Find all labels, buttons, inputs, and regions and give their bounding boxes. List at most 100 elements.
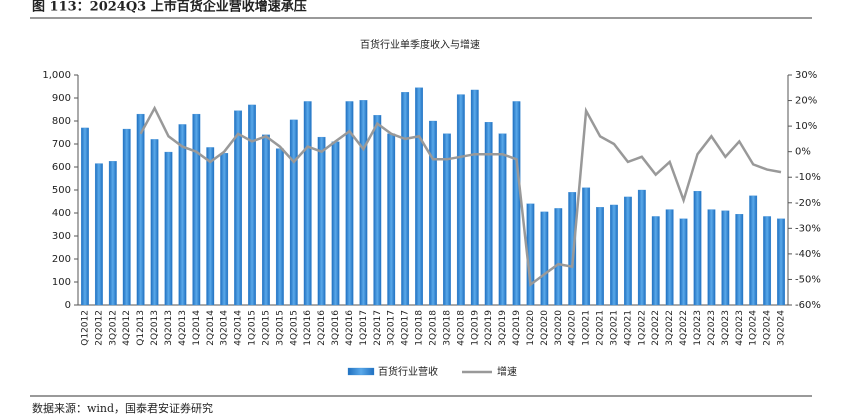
bar	[512, 101, 521, 306]
y2-tick-label: -10%	[795, 172, 821, 183]
page-title: 图 113：2024Q3 上市百货企业营收增速承压	[32, 0, 307, 15]
bar	[108, 161, 117, 306]
y-tick-label: 1,000	[42, 70, 71, 81]
y2-tick-label: -60%	[795, 300, 821, 311]
bar	[763, 216, 772, 306]
bar	[206, 147, 215, 306]
bar	[317, 136, 326, 306]
x-tick-label: 2Q2012	[94, 310, 104, 346]
x-tick-label: Q12013	[136, 310, 146, 346]
bar	[749, 195, 758, 306]
bar	[568, 192, 577, 306]
x-tick-label: 4Q2015	[289, 310, 299, 346]
y-tick-label: 400	[52, 208, 71, 219]
x-tick-label: 1Q2019	[470, 310, 480, 346]
x-tick-label: 3Q2019	[498, 310, 508, 346]
chart-title: 百货行业单季度收入与增速	[360, 38, 480, 51]
source: 数据来源：wind，国泰君安证券研究	[32, 401, 213, 415]
x-tick-label: 3Q2012	[108, 310, 118, 346]
bar	[470, 89, 479, 306]
bar	[262, 134, 270, 306]
bar	[192, 113, 201, 306]
x-tick-label: Q12012	[80, 310, 90, 346]
x-tick-label: 1Q2021	[582, 310, 592, 346]
x-tick-label: 3Q2022	[665, 310, 675, 346]
x-tick-label: 3Q2020	[554, 310, 564, 346]
legend-swatch	[347, 367, 375, 376]
x-tick-label: 2Q2021	[596, 310, 606, 346]
bar	[331, 141, 340, 306]
x-tick-label: 3Q2024	[777, 310, 787, 346]
y-tick-label: 800	[52, 116, 71, 127]
x-tick-label: 4Q2022	[679, 310, 689, 346]
y-tick-label: 600	[52, 162, 71, 173]
growth-line	[139, 105, 782, 287]
bar	[637, 189, 646, 306]
bar	[150, 139, 159, 306]
x-tick-label: 3Q2015	[275, 310, 285, 346]
y-tick-label: 300	[52, 231, 71, 242]
y2-tick-label: -20%	[795, 198, 821, 209]
bar	[94, 163, 103, 306]
x-tick-label: 2Q2016	[317, 310, 327, 346]
x-tick-label: 2Q2020	[540, 310, 550, 346]
x-tick-label: 4Q2020	[568, 310, 578, 346]
bar	[623, 196, 632, 306]
bar	[415, 87, 423, 306]
bar	[582, 187, 591, 306]
x-tick-label: 3Q2018	[442, 310, 452, 346]
y2-tick-label: -30%	[795, 223, 821, 234]
bar	[651, 216, 660, 306]
bar	[164, 151, 173, 306]
x-tick-label: 2Q2015	[261, 310, 271, 346]
x-tick-label: 3Q2014	[220, 310, 230, 346]
bar	[248, 104, 256, 306]
bar	[679, 218, 688, 306]
y2-tick-label: -40%	[795, 249, 821, 260]
legend-label: 百货行业营收	[378, 365, 438, 378]
y-tick-label: 200	[52, 254, 71, 265]
bar	[484, 122, 493, 306]
y-tick-label: 100	[52, 277, 71, 288]
x-tick-label: 1Q2020	[526, 310, 536, 346]
bar	[220, 153, 229, 306]
x-tick-label: 2Q2024	[763, 310, 773, 346]
bar	[303, 101, 312, 306]
y-tick-label: 500	[52, 185, 71, 196]
x-tick-label: 4Q2018	[456, 310, 466, 346]
x-tick-label: 2Q2019	[484, 310, 494, 346]
x-tick-label: 2Q2014	[206, 310, 216, 346]
x-tick-label: 1Q2017	[359, 310, 369, 346]
x-tick-label: 3Q2013	[164, 310, 174, 346]
y2-tick-label: 0%	[795, 147, 811, 158]
bar	[401, 92, 410, 306]
x-tick-label: 2Q2018	[429, 310, 439, 346]
bar	[707, 209, 716, 306]
x-tick-label: 4Q2017	[401, 310, 411, 346]
bar	[693, 190, 702, 306]
bar	[777, 218, 785, 306]
bar	[429, 120, 437, 306]
bar	[373, 115, 382, 306]
x-tick-label: 1Q2022	[637, 310, 647, 346]
y2-tick-label: 30%	[795, 70, 817, 81]
y2-tick-label: 10%	[795, 121, 817, 132]
bar	[735, 213, 744, 306]
x-tick-label: 4Q2012	[122, 310, 132, 346]
x-tick-label: 2Q2013	[150, 310, 160, 346]
bar	[122, 128, 131, 306]
x-tick-label: 4Q2023	[735, 310, 745, 346]
bar	[554, 208, 563, 306]
bar	[498, 133, 507, 306]
legend-label: 增速	[497, 365, 517, 378]
x-tick-label: 4Q2016	[345, 310, 355, 346]
bar	[359, 100, 368, 306]
x-tick-label: 4Q2019	[512, 310, 522, 346]
y2-tick-label: -50%	[795, 274, 821, 285]
bar	[540, 211, 549, 306]
x-tick-label: 2Q2023	[707, 310, 717, 346]
bar	[721, 210, 730, 306]
x-tick-label: 4Q2014	[234, 310, 244, 346]
y-tick-label: 0	[65, 300, 71, 311]
